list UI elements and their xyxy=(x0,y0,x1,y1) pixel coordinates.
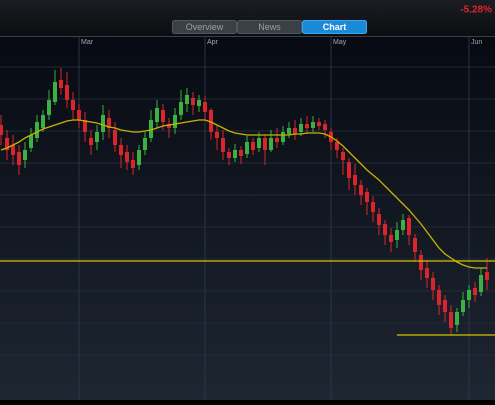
candle-body xyxy=(179,102,183,115)
candle-body xyxy=(365,192,369,202)
month-label: May xyxy=(333,39,347,46)
candle-body xyxy=(209,110,213,132)
candle-body xyxy=(245,142,249,154)
candle-body xyxy=(263,138,267,150)
tab-bar: Overview News Chart xyxy=(172,20,367,34)
tab-label[interactable]: Chart xyxy=(323,22,347,32)
candle-body xyxy=(185,95,189,104)
candle-body xyxy=(233,150,237,158)
candle-body xyxy=(41,115,45,128)
candle-body xyxy=(191,98,195,105)
candle-body xyxy=(125,152,129,162)
candle-body xyxy=(395,230,399,240)
tab[interactable] xyxy=(172,20,237,34)
candle-body xyxy=(437,290,441,305)
candle-body xyxy=(131,160,135,168)
candle-body xyxy=(293,128,297,134)
candle-body xyxy=(461,300,465,312)
candle-body xyxy=(425,268,429,278)
candle-body xyxy=(203,102,207,112)
candle-body xyxy=(341,152,345,160)
candle-body xyxy=(473,288,477,295)
candle-body xyxy=(419,255,423,270)
candle-body xyxy=(353,175,357,185)
candle-body xyxy=(89,138,93,145)
candle-body xyxy=(269,138,273,150)
candle-body xyxy=(317,122,321,126)
candle-body xyxy=(71,100,75,110)
candle-body xyxy=(449,312,453,328)
candle-body xyxy=(311,122,315,128)
candle-body xyxy=(455,312,459,325)
plot: Mar Apr May Jun xyxy=(0,37,495,400)
candle-body xyxy=(281,132,285,142)
candle-body xyxy=(377,214,381,225)
candle-body xyxy=(257,138,261,148)
candle-body xyxy=(197,100,201,106)
candle-body xyxy=(221,138,225,152)
candle-body xyxy=(137,150,141,165)
candle-body xyxy=(107,118,111,128)
candle-body xyxy=(305,124,309,128)
candle-body xyxy=(407,218,411,235)
candle-body xyxy=(53,82,57,102)
candle-body xyxy=(359,185,363,195)
candle-body xyxy=(323,124,327,130)
candle-body xyxy=(467,290,471,300)
candle-body xyxy=(23,150,27,160)
candle-body xyxy=(167,124,171,128)
candle-body xyxy=(383,224,387,235)
candle-body xyxy=(95,132,99,142)
candle-body xyxy=(35,122,39,138)
candle-body xyxy=(77,110,81,120)
candle-body xyxy=(83,120,87,132)
candle-body xyxy=(5,138,9,150)
tab[interactable] xyxy=(302,20,367,34)
candle-body xyxy=(47,100,51,115)
candle-body xyxy=(389,235,393,242)
candle-body xyxy=(275,138,279,142)
month-label: Jun xyxy=(471,39,482,46)
chart-background xyxy=(0,37,495,400)
candle-body xyxy=(335,142,339,150)
tab[interactable] xyxy=(237,20,302,34)
candle-body xyxy=(215,132,219,138)
candle-body xyxy=(299,124,303,132)
candle-body xyxy=(401,220,405,230)
candle-body xyxy=(251,142,255,150)
candle-body xyxy=(431,278,435,290)
candle-body xyxy=(113,130,117,145)
candle-body xyxy=(149,120,153,138)
candle-body xyxy=(485,272,489,280)
moving-average-line xyxy=(0,119,487,269)
candle-body xyxy=(155,108,159,122)
candle-body xyxy=(239,150,243,156)
candle-body xyxy=(29,135,33,148)
candle-body xyxy=(59,80,63,88)
candle-body xyxy=(413,238,417,252)
candle-body xyxy=(227,152,231,158)
candle-body xyxy=(173,115,177,128)
month-label: Mar xyxy=(81,39,94,46)
candle-body xyxy=(0,125,3,135)
change-percent: -5.28% xyxy=(460,5,492,16)
month-label: Apr xyxy=(207,39,219,46)
candle-body xyxy=(101,115,105,132)
candle-body xyxy=(347,162,351,178)
candle-body xyxy=(371,202,375,212)
candle-body xyxy=(479,275,483,292)
tab-label[interactable]: Overview xyxy=(186,22,224,32)
candle-body xyxy=(17,152,21,165)
candle-body xyxy=(143,138,147,150)
candle-body xyxy=(119,145,123,155)
candle-body xyxy=(11,145,15,155)
candle-body xyxy=(161,110,165,122)
candle-body xyxy=(443,300,447,312)
candle-body xyxy=(65,85,69,100)
tab-label[interactable]: News xyxy=(258,22,281,32)
candle-body xyxy=(287,128,291,134)
